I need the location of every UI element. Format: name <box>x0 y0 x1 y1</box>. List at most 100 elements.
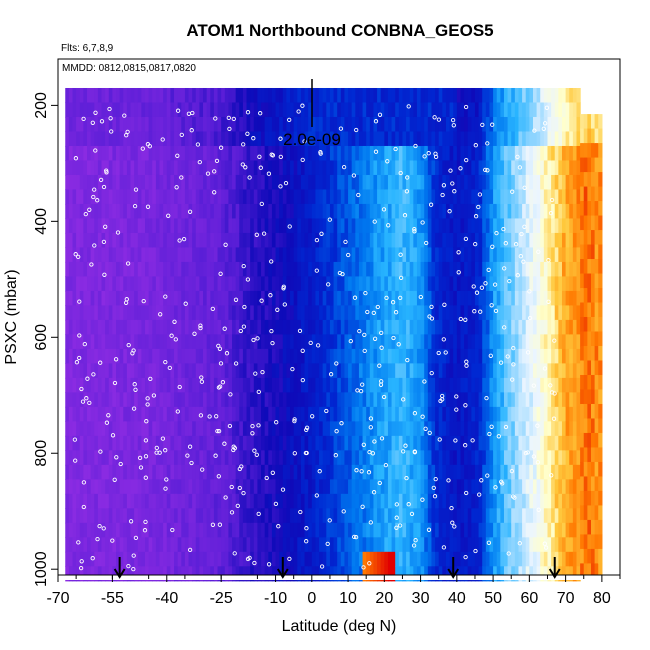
heatmap-cell <box>565 377 570 393</box>
heatmap-cell <box>583 230 588 246</box>
heatmap-cell <box>250 160 255 176</box>
heatmap-cell <box>308 493 313 509</box>
heatmap-cell <box>485 537 491 553</box>
heatmap-cell <box>384 102 389 118</box>
heatmap-cell <box>507 174 512 191</box>
heatmap-cell <box>561 537 567 553</box>
heatmap-cell <box>76 174 81 191</box>
heatmap-cell <box>547 363 552 379</box>
heatmap-cell <box>525 348 530 364</box>
heatmap-cell <box>514 160 520 176</box>
heatmap-cell <box>590 345 596 362</box>
heatmap-cell <box>525 232 530 249</box>
heatmap-cell <box>340 174 346 191</box>
heatmap-cell <box>101 348 106 364</box>
heatmap-cell <box>514 464 520 480</box>
heatmap-cell <box>184 145 190 162</box>
heatmap-cell <box>525 102 530 118</box>
heatmap-cell <box>485 261 491 278</box>
heatmap-cell <box>83 131 88 147</box>
heatmap-cell <box>159 218 164 234</box>
heatmap-cell <box>576 348 581 364</box>
heatmap-cell <box>210 537 215 553</box>
heatmap-cell <box>108 348 113 364</box>
heatmap-cell <box>293 508 298 524</box>
heatmap-cell <box>543 334 549 350</box>
heatmap-cell <box>126 392 132 408</box>
heatmap-cell <box>493 131 498 147</box>
heatmap-cell <box>235 566 240 582</box>
heatmap-cell <box>97 334 103 350</box>
heatmap-cell <box>333 218 338 234</box>
heatmap-cell <box>587 505 592 521</box>
heatmap-cell <box>387 131 393 147</box>
heatmap-cell <box>525 479 530 495</box>
heatmap-cell <box>282 218 288 234</box>
heatmap-cell <box>507 160 512 176</box>
heatmap-cell <box>333 87 338 104</box>
heatmap-cell <box>159 189 164 205</box>
heatmap-cell <box>308 160 313 176</box>
heatmap-cell <box>489 479 494 495</box>
heatmap-cell <box>177 334 182 350</box>
heatmap-cell <box>232 276 237 292</box>
heatmap-cell <box>337 203 342 220</box>
heatmap-cell <box>166 174 171 191</box>
heatmap-cell <box>395 232 400 249</box>
heatmap-cell <box>315 102 320 118</box>
heatmap-cell <box>206 116 211 133</box>
heatmap-cell <box>203 537 208 553</box>
heatmap-cell <box>395 406 400 422</box>
heatmap-cell <box>565 363 570 379</box>
heatmap-cell <box>166 247 171 263</box>
heatmap-cell <box>576 450 581 466</box>
heatmap-cell <box>242 566 248 582</box>
heatmap-cell <box>293 261 298 278</box>
heatmap-cell <box>65 247 70 263</box>
heatmap-cell <box>406 189 411 205</box>
heatmap-cell <box>460 363 465 379</box>
heatmap-cell <box>174 203 179 220</box>
heatmap-cell <box>413 493 418 509</box>
heatmap-cell <box>503 102 509 118</box>
heatmap-cell <box>105 218 110 234</box>
heatmap-cell <box>348 218 353 234</box>
heatmap-cell <box>351 218 356 234</box>
heatmap-cell <box>275 218 280 234</box>
heatmap-cell <box>137 131 142 147</box>
heatmap-cell <box>333 189 338 205</box>
heatmap-cell <box>387 551 393 567</box>
heatmap-cell <box>72 421 77 437</box>
heatmap-cell <box>348 377 353 393</box>
heatmap-cell <box>355 174 360 191</box>
heatmap-cell <box>271 218 277 234</box>
heatmap-cell <box>594 476 599 492</box>
heatmap-cell <box>420 232 425 249</box>
heatmap-cell <box>235 435 240 451</box>
heatmap-cell <box>210 290 215 306</box>
heatmap-cell <box>464 522 469 538</box>
heatmap-cell <box>199 334 204 350</box>
heatmap-cell <box>467 102 472 118</box>
heatmap-cell <box>126 203 132 220</box>
heatmap-cell <box>261 203 266 220</box>
heatmap-cell <box>464 363 469 379</box>
heatmap-cell <box>163 261 168 278</box>
heatmap-cell <box>358 508 364 524</box>
heatmap-cell <box>210 435 215 451</box>
heatmap-cell <box>351 464 356 480</box>
heatmap-cell <box>253 508 259 524</box>
heatmap-cell <box>474 261 480 278</box>
heatmap-cell <box>387 348 393 364</box>
heatmap-cell <box>594 317 599 333</box>
heatmap-cell <box>297 348 302 364</box>
heatmap-cell <box>300 537 306 553</box>
heatmap-cell <box>409 174 414 191</box>
heatmap-cell <box>174 493 179 509</box>
heatmap-cell <box>590 244 596 260</box>
heatmap-cell <box>76 261 81 278</box>
heatmap-cell <box>68 160 74 176</box>
heatmap-cell <box>493 537 498 553</box>
heatmap-cell <box>333 348 338 364</box>
heatmap-cell <box>529 174 534 191</box>
